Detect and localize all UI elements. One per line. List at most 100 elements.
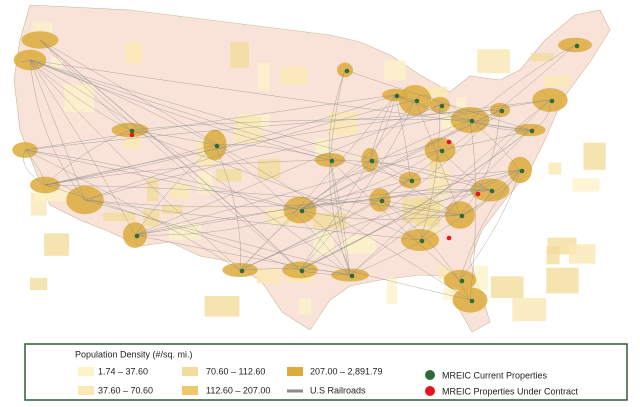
- railroad: [379, 44, 576, 201]
- railroad: [214, 144, 241, 271]
- railroad: [369, 94, 396, 161]
- railroad: [44, 144, 216, 186]
- railroad: [239, 94, 396, 271]
- density-patch: [230, 42, 249, 68]
- railroad: [299, 99, 416, 271]
- density-patch: [216, 168, 242, 182]
- current-property: [214, 143, 220, 149]
- current-property: [419, 238, 425, 244]
- density-patch: [475, 265, 488, 291]
- railroad: [414, 94, 441, 106]
- railroad: [24, 109, 501, 151]
- railroad: [239, 268, 351, 276]
- railroad: [459, 169, 521, 216]
- property-markers: [129, 43, 580, 304]
- current-property: [344, 68, 350, 74]
- legend-label: 70.60 – 112.60: [206, 366, 265, 376]
- railroad: [29, 59, 241, 271]
- current-property: [379, 198, 385, 204]
- current-property: [349, 273, 355, 279]
- railroad: [84, 99, 551, 201]
- railroad: [329, 159, 351, 276]
- density-patch: [35, 189, 69, 202]
- us-map: [12, 4, 611, 333]
- railroad: [39, 39, 301, 271]
- railroad: [459, 189, 491, 216]
- legend-swatch: [78, 386, 94, 395]
- railroad: [379, 199, 471, 301]
- density-patch: [438, 265, 450, 280]
- railroad: [299, 189, 491, 211]
- railroad: [299, 169, 521, 271]
- railroad: [469, 119, 531, 131]
- railroad: [529, 99, 551, 131]
- railroad: [129, 119, 471, 131]
- density-patch: [299, 298, 312, 315]
- density-patch: [384, 60, 406, 81]
- current-property: [499, 108, 505, 114]
- current-property: [369, 158, 375, 164]
- railroad: [459, 169, 521, 281]
- railroad: [329, 159, 461, 281]
- density-patch: [122, 133, 140, 149]
- railroad: [134, 179, 411, 236]
- railroad: [419, 129, 531, 241]
- railroad: [379, 169, 521, 201]
- density-patch: [103, 212, 136, 222]
- density-patch: [170, 184, 190, 199]
- density-patch: [147, 178, 159, 202]
- railroad: [419, 104, 441, 241]
- railroad: [379, 199, 461, 216]
- railroad: [29, 59, 351, 276]
- railroad: [469, 119, 477, 301]
- legend-label: 112.60 – 207.00: [206, 385, 270, 395]
- current-property: [459, 278, 465, 284]
- railroad: [299, 209, 461, 220]
- railroad: [299, 159, 371, 271]
- railroad: [328, 69, 346, 161]
- railroad: [84, 99, 416, 201]
- railroad: [29, 59, 131, 131]
- current-property: [239, 268, 245, 274]
- legend-label: 1.74 – 37.60: [98, 366, 148, 376]
- railroad: [329, 159, 351, 276]
- railroad: [469, 119, 521, 171]
- railroad: [369, 94, 396, 161]
- railroad: [439, 149, 491, 191]
- railroad: [44, 159, 331, 186]
- railroad: [24, 149, 301, 211]
- density-patch: [64, 84, 95, 112]
- current-property: [574, 43, 580, 49]
- density-areas: [12, 21, 606, 322]
- current-property: [439, 148, 445, 154]
- railroad: [299, 109, 501, 271]
- contract-property: [475, 191, 481, 197]
- railroad: [134, 209, 301, 236]
- railroad: [379, 199, 461, 216]
- railroad: [419, 99, 551, 241]
- railroad: [394, 94, 531, 131]
- legend-swatch: [78, 367, 94, 376]
- railroad: [369, 159, 461, 216]
- railroad: [129, 129, 421, 241]
- railroad: [39, 39, 131, 131]
- railroad: [349, 169, 521, 276]
- density-patch: [30, 277, 48, 291]
- railroad: [344, 69, 531, 131]
- density-patch: [162, 204, 183, 215]
- railroad: [39, 39, 301, 271]
- current-property: [469, 118, 475, 124]
- density-patch: [280, 66, 307, 85]
- railroad: [134, 104, 441, 236]
- railroad: [299, 109, 501, 211]
- railroad: [369, 119, 471, 161]
- current-property: [299, 268, 305, 274]
- railroad: [349, 99, 551, 276]
- legend-label: 37.60 – 70.60: [98, 385, 153, 395]
- density-patch: [50, 58, 63, 69]
- contract-property: [446, 235, 452, 241]
- current-property: [549, 98, 555, 104]
- density-patch: [257, 159, 281, 179]
- density-patch: [546, 267, 579, 294]
